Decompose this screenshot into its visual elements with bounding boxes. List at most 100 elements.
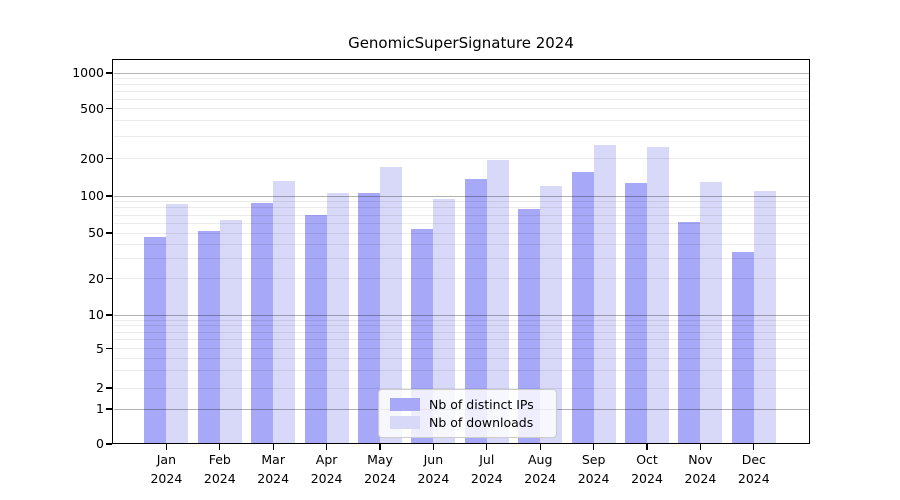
y-tick-mark-20 — [106, 277, 112, 280]
gridline-minor-y-300 — [114, 135, 809, 137]
gridline-minor-y-20 — [114, 278, 809, 279]
bar-may-nb-of-distinct-ips — [358, 193, 380, 444]
x-tick-label-jul: Jul 2024 — [470, 452, 503, 486]
bar-dec-nb-of-distinct-ips — [731, 252, 754, 444]
chart-title: GenomicSuperSignature 2024 — [348, 34, 574, 52]
gridline-major-y-1000 — [114, 72, 809, 74]
x-tick-mark-aug — [539, 444, 541, 450]
y-tick-mark-50 — [106, 232, 112, 234]
legend-label-downloads: Nb of downloads — [429, 414, 534, 430]
y-tick-label-200: 200 — [80, 150, 104, 166]
y-tick-label-1000: 1000 — [72, 65, 104, 80]
legend: Nb of distinct IPs Nb of downloads — [378, 389, 557, 438]
y-tick-label-20: 20 — [88, 270, 104, 286]
bar-mar-nb-of-distinct-ips — [251, 202, 274, 444]
y-tick-label-1: 1 — [96, 401, 104, 416]
bar-feb-nb-of-downloads — [219, 219, 242, 444]
gridline-minor-y-400 — [114, 120, 809, 122]
bar-feb-nb-of-distinct-ips — [197, 230, 220, 444]
y-tick-mark-2 — [106, 387, 112, 389]
y-tick-mark-1 — [106, 408, 112, 410]
x-tick-mark-jan — [165, 444, 168, 450]
legend-item-downloads: Nb of downloads — [390, 415, 546, 430]
legend-item-distinct-ips: Nb of distinct IPs — [390, 397, 546, 412]
x-tick-mark-feb — [219, 444, 221, 450]
gridline-minor-y-70 — [114, 214, 809, 216]
x-tick-mark-apr — [325, 444, 328, 450]
gridline-minor-y-8 — [114, 325, 809, 327]
x-tick-mark-sep — [592, 444, 595, 450]
bar-may-nb-of-downloads — [380, 166, 402, 444]
gridline-major-y-10 — [114, 314, 809, 316]
gridline-minor-y-700 — [114, 90, 809, 92]
y-tick-mark-200 — [106, 157, 112, 160]
x-tick-label-feb: Feb 2024 — [203, 452, 236, 486]
bar-jan-nb-of-distinct-ips — [144, 237, 167, 444]
gridline-minor-y-4 — [114, 357, 809, 359]
gridline-minor-y-30 — [114, 257, 809, 259]
y-tick-mark-100 — [106, 195, 112, 197]
y-tick-label-2: 2 — [96, 380, 104, 395]
x-tick-mark-jul — [486, 444, 488, 450]
x-tick-label-mar: Mar 2024 — [257, 452, 290, 486]
gridline-minor-y-9 — [114, 319, 809, 321]
x-tick-label-may: May 2024 — [364, 452, 396, 486]
gridline-minor-y-6 — [114, 339, 809, 341]
y-tick-mark-10 — [106, 314, 112, 316]
bar-sep-nb-of-downloads — [593, 145, 616, 444]
x-tick-mark-oct — [646, 444, 648, 450]
gridline-minor-y-2 — [114, 387, 809, 389]
y-tick-mark-0 — [106, 443, 112, 445]
y-tick-label-0: 0 — [96, 436, 104, 451]
gridline-minor-y-80 — [114, 207, 809, 209]
gridline-minor-y-600 — [114, 98, 809, 100]
gridline-minor-y-900 — [114, 77, 809, 79]
x-tick-label-oct: Oct 2024 — [631, 452, 663, 486]
bar-jul-nb-of-downloads — [486, 159, 509, 444]
gridline-minor-y-5 — [114, 348, 809, 349]
x-tick-label-jan: Jan 2024 — [150, 452, 183, 486]
bar-mar-nb-of-downloads — [273, 180, 296, 444]
gridline-minor-y-800 — [114, 83, 809, 85]
x-tick-mark-dec — [753, 444, 755, 450]
y-tick-mark-5 — [106, 347, 112, 350]
bar-apr-nb-of-downloads — [326, 193, 349, 444]
y-tick-label-100: 100 — [80, 188, 104, 203]
y-tick-label-500: 500 — [80, 100, 104, 116]
bar-nov-nb-of-distinct-ips — [678, 222, 701, 444]
x-tick-label-dec: Dec 2024 — [737, 452, 770, 486]
x-tick-mark-jun — [432, 444, 435, 450]
y-tick-label-50: 50 — [88, 225, 104, 240]
y-tick-mark-500 — [106, 107, 112, 110]
bar-dec-nb-of-downloads — [753, 190, 776, 444]
x-tick-label-aug: Aug 2024 — [524, 452, 557, 486]
legend-swatch-distinct-ips-icon — [390, 398, 420, 412]
gridline-minor-y-3 — [114, 370, 809, 372]
y-tick-mark-1000 — [106, 72, 112, 74]
bar-jun-nb-of-downloads — [433, 198, 456, 444]
bar-apr-nb-of-distinct-ips — [304, 215, 327, 444]
gridline-minor-y-50 — [114, 232, 809, 234]
bar-jan-nb-of-downloads — [166, 204, 189, 444]
gridline-minor-y-7 — [114, 331, 809, 333]
bar-oct-nb-of-downloads — [647, 147, 669, 444]
gridline-minor-y-90 — [114, 201, 809, 203]
x-tick-mark-nov — [699, 444, 702, 450]
gridline-minor-y-40 — [114, 243, 809, 245]
x-tick-label-apr: Apr 2024 — [310, 452, 343, 486]
bar-oct-nb-of-distinct-ips — [625, 183, 647, 444]
gridline-major-y-100 — [114, 195, 809, 197]
y-tick-label-10: 10 — [88, 307, 104, 322]
bar-nov-nb-of-downloads — [700, 182, 723, 444]
x-tick-label-jun: Jun 2024 — [417, 452, 450, 486]
bar-jul-nb-of-distinct-ips — [464, 179, 487, 444]
gridline-minor-y-500 — [114, 108, 809, 109]
legend-swatch-downloads-icon — [390, 415, 420, 429]
x-tick-label-nov: Nov 2024 — [684, 452, 717, 486]
x-tick-mark-mar — [272, 444, 274, 450]
x-tick-label-sep: Sep 2024 — [577, 452, 610, 486]
x-tick-mark-may — [379, 444, 381, 450]
legend-label-distinct-ips: Nb of distinct IPs — [429, 397, 534, 413]
bar-aug-nb-of-downloads — [540, 186, 563, 444]
